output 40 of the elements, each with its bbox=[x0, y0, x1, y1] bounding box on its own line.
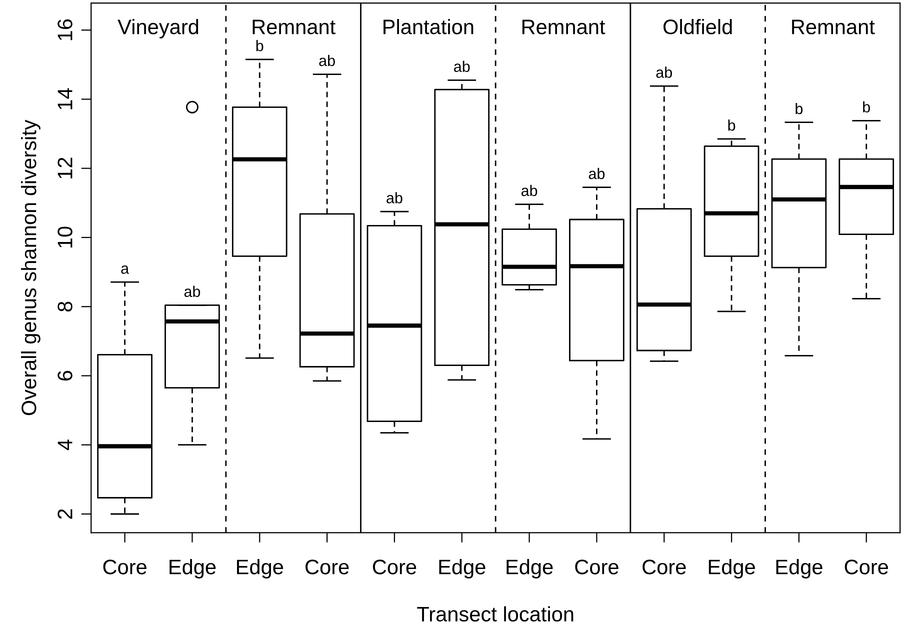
annotation: Vineyard bbox=[118, 19, 198, 38]
annotation: ab bbox=[319, 54, 335, 66]
x-tick-label: Edge bbox=[506, 559, 553, 578]
x-tick-label: Edge bbox=[708, 559, 755, 578]
x-tick-label: Edge bbox=[170, 559, 216, 578]
annotation: ab bbox=[386, 192, 402, 204]
x-tick-label: Core bbox=[306, 560, 349, 574]
y-tick-label: 10 bbox=[58, 226, 72, 248]
annotation: ab bbox=[184, 286, 200, 298]
y-tick-label: 2 bbox=[58, 509, 72, 519]
annotation: Remnant bbox=[792, 20, 875, 34]
x-tick-label: Core bbox=[575, 560, 618, 574]
x-tick-label: Core bbox=[642, 560, 686, 574]
x-tick-label: Edge bbox=[237, 559, 284, 578]
x-tick-label: Core bbox=[372, 560, 416, 574]
y-tick-label: 16 bbox=[58, 19, 72, 40]
y-tick-label: 14 bbox=[58, 88, 72, 110]
annotation: a bbox=[121, 265, 130, 274]
x-tick-label: Core bbox=[103, 560, 146, 574]
x-tick-label: Edge bbox=[439, 559, 486, 578]
y-tick-label: 6 bbox=[58, 370, 72, 380]
y-axis-title: Overall genus shannon diversity bbox=[21, 120, 40, 416]
x-axis-title: Transect location bbox=[417, 606, 574, 622]
annotation: b bbox=[728, 120, 736, 131]
y-tick-label: 8 bbox=[58, 302, 72, 312]
annotation: b bbox=[796, 102, 803, 114]
annotation: ab bbox=[656, 66, 672, 78]
y-tick-label: 4 bbox=[58, 440, 72, 450]
annotation: Oldfield bbox=[663, 19, 732, 34]
annotation: ab bbox=[454, 60, 470, 72]
annotation: b bbox=[256, 40, 264, 52]
x-tick-label: Edge bbox=[776, 559, 822, 578]
annotation: Remnant bbox=[252, 20, 336, 34]
annotation: ab bbox=[521, 184, 538, 196]
annotation: Remnant bbox=[522, 20, 606, 34]
x-tick-label: Core bbox=[844, 560, 888, 574]
y-tick-label: 12 bbox=[58, 158, 72, 178]
annotation: Plantation bbox=[384, 19, 474, 34]
annotation: ab bbox=[588, 168, 605, 180]
annotation: b bbox=[863, 101, 870, 112]
